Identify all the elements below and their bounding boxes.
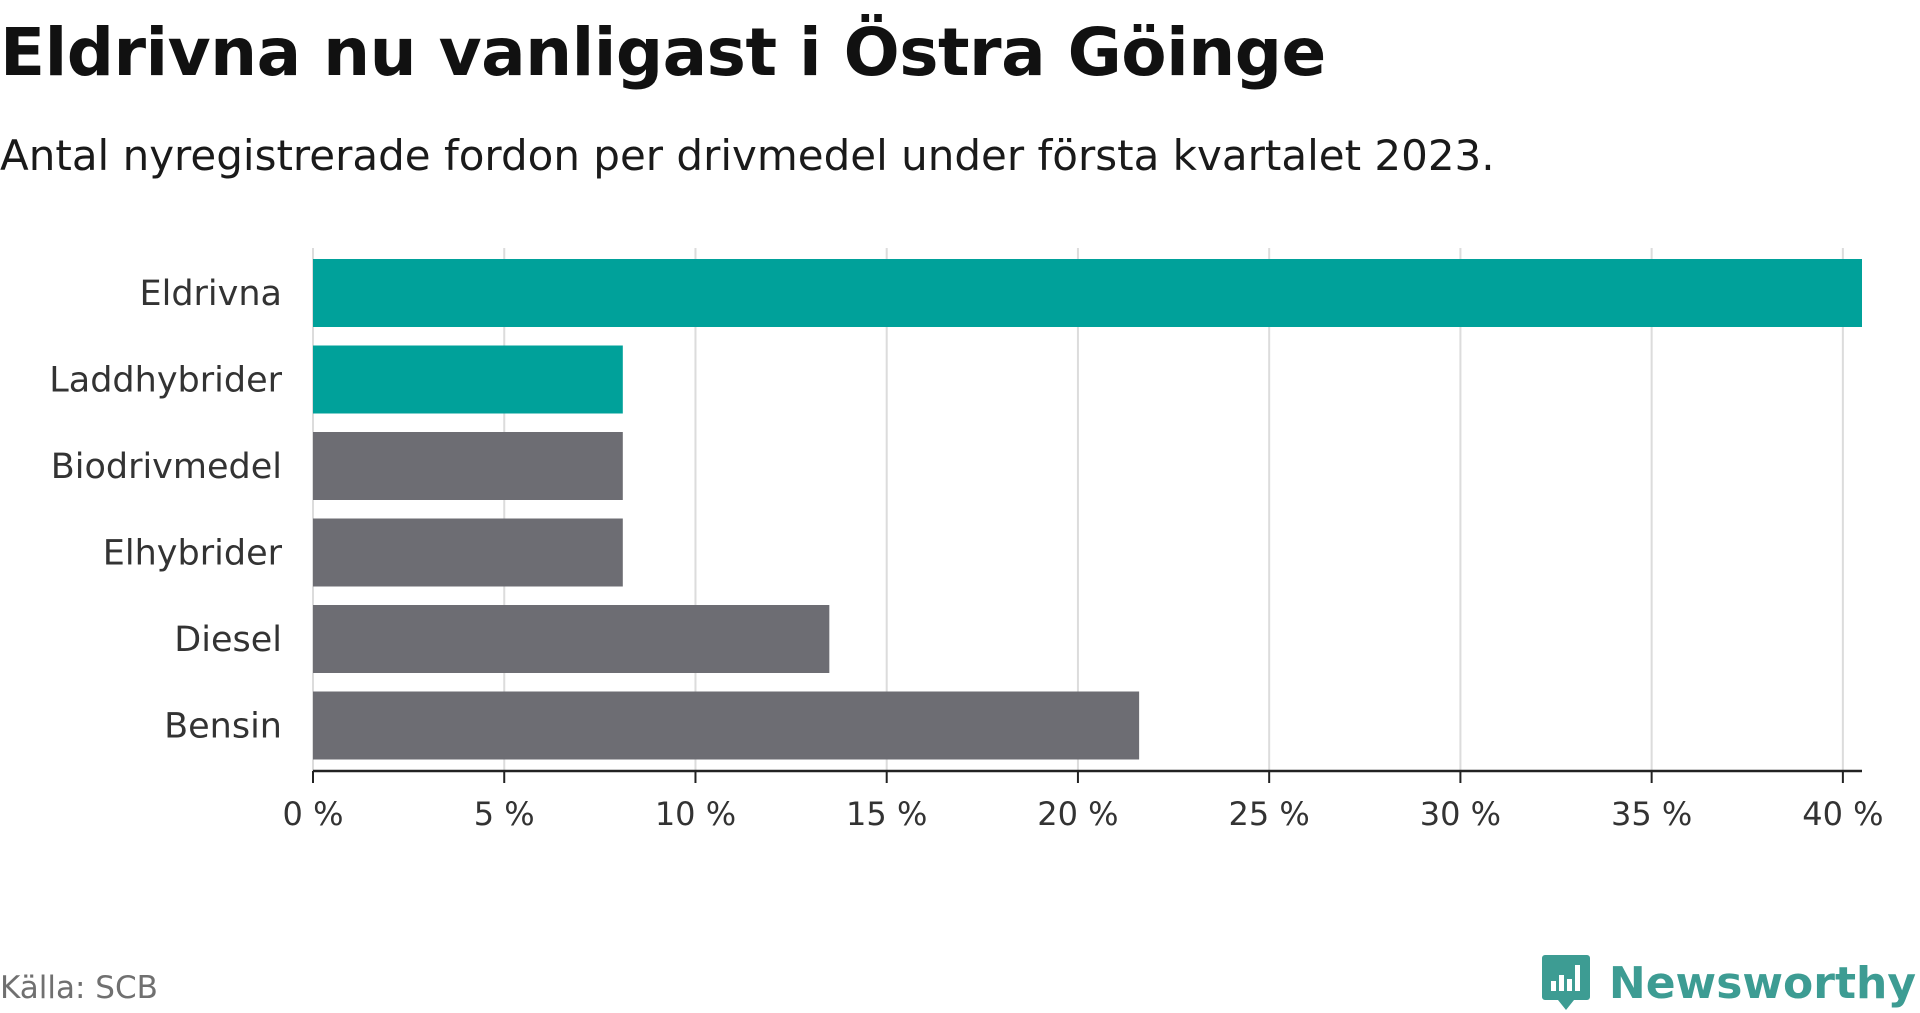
x-tick-label: 25 % — [1229, 795, 1310, 833]
bar-laddhybrider — [313, 345, 623, 414]
chart-subtitle: Antal nyregistrerade fordon per drivmede… — [0, 131, 1495, 180]
category-label: Bensin — [164, 707, 282, 747]
x-tick-label: 15 % — [846, 795, 927, 833]
x-tick-label: 35 % — [1611, 795, 1692, 833]
x-tick-label: 5 % — [474, 795, 535, 833]
bar-eldrivna — [313, 259, 1862, 327]
bar-diesel — [313, 605, 830, 673]
category-label: Laddhybrider — [49, 361, 282, 401]
bar-biodrivmedel — [313, 432, 623, 500]
brand-logo[interactable]: Newsworthy — [1541, 953, 1916, 1013]
x-tick-label: 10 % — [655, 795, 736, 833]
chart-title: Eldrivna nu vanligast i Östra Göinge — [0, 14, 1326, 91]
bar-chart: Eldrivna Laddhybrider Biodrivmedel Elhybrid… — [49, 248, 1884, 833]
category-label: Eldrivna — [139, 274, 282, 314]
x-tick-label: 30 % — [1420, 795, 1501, 833]
category-label: Biodrivmedel — [51, 447, 282, 487]
newsworthy-logo-icon — [1541, 955, 1590, 1010]
x-tick-label: 20 % — [1037, 795, 1118, 833]
x-axis: 0 % 5 % 10 % 15 % 20 % 25 % 30 % 35 % 40 % — [283, 769, 1884, 833]
x-tick-label: 40 % — [1802, 795, 1883, 833]
category-label: Elhybrider — [103, 534, 283, 574]
category-labels: Eldrivna Laddhybrider Biodrivmedel Elhybrid… — [49, 274, 282, 747]
source-note: Källa: SCB — [0, 970, 158, 1006]
category-label: Diesel — [174, 620, 282, 660]
brand-name: Newsworthy — [1608, 957, 1916, 1009]
bar-bensin — [313, 691, 1140, 760]
gridlines — [312, 248, 1844, 771]
bar-elhybrider — [313, 518, 623, 587]
bars — [313, 259, 1862, 760]
x-tick-label: 0 % — [283, 795, 344, 833]
